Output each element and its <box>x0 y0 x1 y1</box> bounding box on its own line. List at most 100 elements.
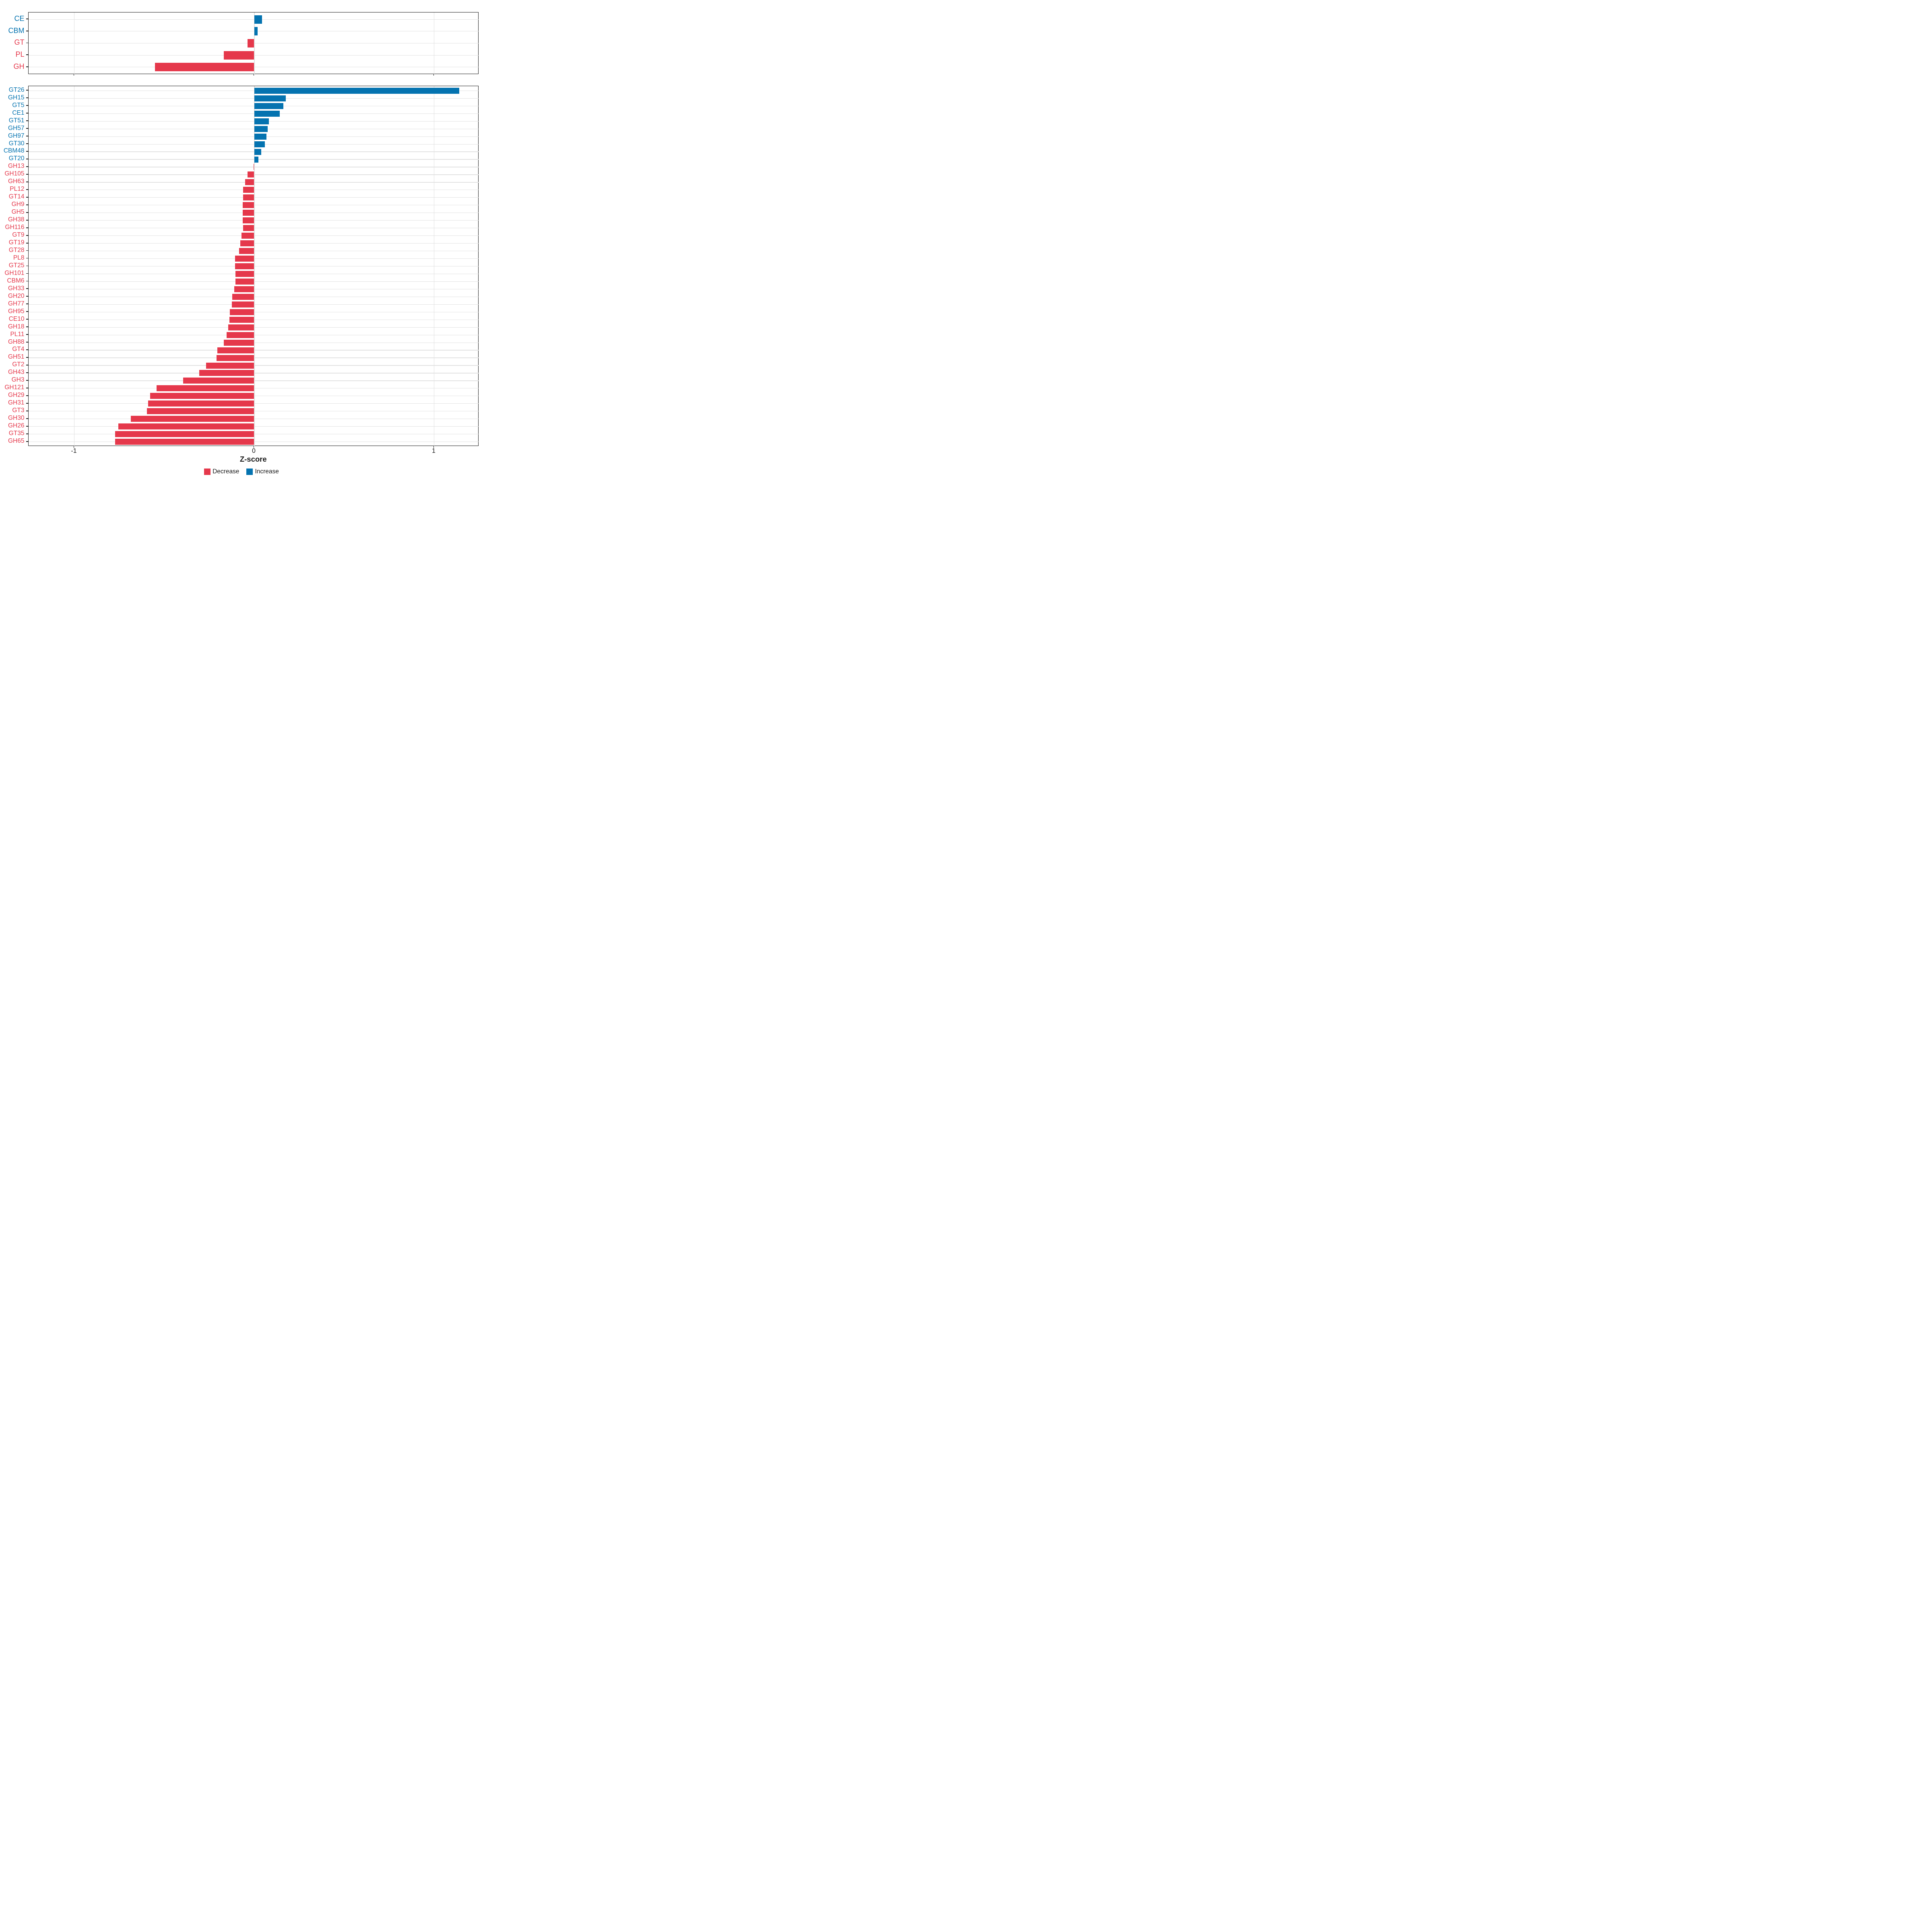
y-label-GH20: GH20 <box>8 292 25 299</box>
y-label-GH43: GH43 <box>8 369 25 376</box>
y-tick-PL <box>26 54 28 55</box>
bar-GT19 <box>240 240 254 247</box>
y-label-GH65: GH65 <box>8 438 25 444</box>
bar-CBM <box>254 27 258 36</box>
y-tick-GH31 <box>26 402 28 404</box>
y-tick-PL8 <box>26 258 28 259</box>
y-tick-GH51 <box>26 357 28 358</box>
y-label-GT25: GT25 <box>8 262 25 269</box>
y-tick-GH20 <box>26 296 28 297</box>
bar-GH31 <box>148 400 254 407</box>
x-tick-label-0: 0 <box>252 448 256 454</box>
y-label-GH105: GH105 <box>4 170 25 178</box>
y-tick-GH26 <box>26 425 28 427</box>
bar-GT28 <box>239 248 254 254</box>
y-label-GH29: GH29 <box>8 392 25 399</box>
y-tick-GH38 <box>26 219 28 221</box>
y-label-CBM48: CBM48 <box>3 147 25 155</box>
bar-GH30 <box>131 416 254 422</box>
y-label-PL: PL <box>15 50 25 58</box>
bar-GH20 <box>232 293 254 300</box>
y-label-CBM6: CBM6 <box>7 277 25 284</box>
y-tick-GH105 <box>26 174 28 175</box>
y-label-GT: GT <box>14 38 25 47</box>
bar-GH9 <box>243 202 254 208</box>
legend-swatch-increase <box>246 469 253 475</box>
y-label-GT3: GT3 <box>12 407 25 414</box>
bar-GT25 <box>235 263 254 269</box>
y-label-GH: GH <box>13 62 25 70</box>
bar-GH77 <box>232 301 254 308</box>
y-tick-CBM48 <box>26 151 28 152</box>
bar-PL12 <box>243 187 254 193</box>
y-label-GT28: GT28 <box>8 246 25 254</box>
y-label-GH18: GH18 <box>8 323 25 330</box>
bar-CE <box>254 15 262 24</box>
bar-PL8 <box>235 256 254 262</box>
bar-GT2 <box>206 362 254 369</box>
x-tick-1-panel0 <box>433 74 434 76</box>
bar-GH95 <box>230 309 254 315</box>
y-tick-GH101 <box>26 273 28 274</box>
y-label-GT4: GT4 <box>12 346 25 353</box>
bar-GT14 <box>243 194 254 201</box>
bar-GH26 <box>118 423 254 430</box>
y-label-GH88: GH88 <box>8 338 25 345</box>
y-tick-GT35 <box>26 433 28 434</box>
legend: Decrease Increase <box>0 468 483 475</box>
y-label-GT51: GT51 <box>8 117 25 124</box>
y-label-CE: CE <box>14 14 25 23</box>
row-gridline-GT51 <box>28 121 479 122</box>
y-tick-GH33 <box>26 288 28 289</box>
y-tick-GT14 <box>26 196 28 198</box>
bar-GH3 <box>183 378 254 384</box>
bar-PL11 <box>226 332 254 338</box>
y-label-GH95: GH95 <box>8 308 25 315</box>
y-tick-GH116 <box>26 227 28 228</box>
y-label-GH15: GH15 <box>8 94 25 101</box>
y-tick-GT26 <box>26 90 28 91</box>
y-label-GH5: GH5 <box>11 208 25 216</box>
y-label-GT20: GT20 <box>8 155 25 162</box>
y-tick-GH77 <box>26 303 28 305</box>
y-label-GH51: GH51 <box>8 353 25 361</box>
bar-GH18 <box>228 324 254 330</box>
bar-GH121 <box>157 385 254 392</box>
top-panel <box>28 12 479 74</box>
bar-GH116 <box>243 225 254 231</box>
bar-GH38 <box>243 217 254 224</box>
y-tick-GT19 <box>26 242 28 244</box>
bar-GH63 <box>245 179 254 186</box>
y-label-GH121: GH121 <box>4 384 25 391</box>
bar-GH101 <box>235 270 254 277</box>
bar-GT51 <box>254 118 269 124</box>
y-tick-GH95 <box>26 311 28 312</box>
y-label-GH9: GH9 <box>11 201 25 208</box>
y-tick-GT51 <box>26 120 28 122</box>
bar-GT35 <box>115 431 254 438</box>
y-tick-GH29 <box>26 395 28 396</box>
y-tick-GH88 <box>26 342 28 343</box>
x-tick-1-panel1 <box>433 446 434 448</box>
bar-CBM6 <box>235 278 254 285</box>
figure: Z-score Decrease Increase CE CBM GT PL GH GT2… <box>0 0 483 483</box>
row-gridline-CBM48 <box>28 151 479 152</box>
y-tick-GH18 <box>26 326 28 328</box>
y-tick-GT30 <box>26 143 28 144</box>
y-label-GH77: GH77 <box>8 300 25 307</box>
y-tick-GH9 <box>26 204 28 205</box>
bar-GH33 <box>234 286 254 292</box>
row-gridline-CE <box>28 19 479 20</box>
x-tick-label--1: -1 <box>71 448 77 454</box>
bar-GT9 <box>242 233 254 239</box>
bar-GH29 <box>150 393 254 399</box>
y-label-GT9: GT9 <box>12 231 25 239</box>
y-label-CE10: CE10 <box>8 315 25 322</box>
y-label-GH116: GH116 <box>5 224 25 231</box>
y-label-PL11: PL11 <box>10 330 25 338</box>
y-label-GH63: GH63 <box>8 178 25 185</box>
y-label-CE1: CE1 <box>12 109 25 116</box>
y-label-CBM: CBM <box>8 26 25 35</box>
legend-label-decrease: Decrease <box>213 468 239 475</box>
y-tick-GH43 <box>26 372 28 373</box>
